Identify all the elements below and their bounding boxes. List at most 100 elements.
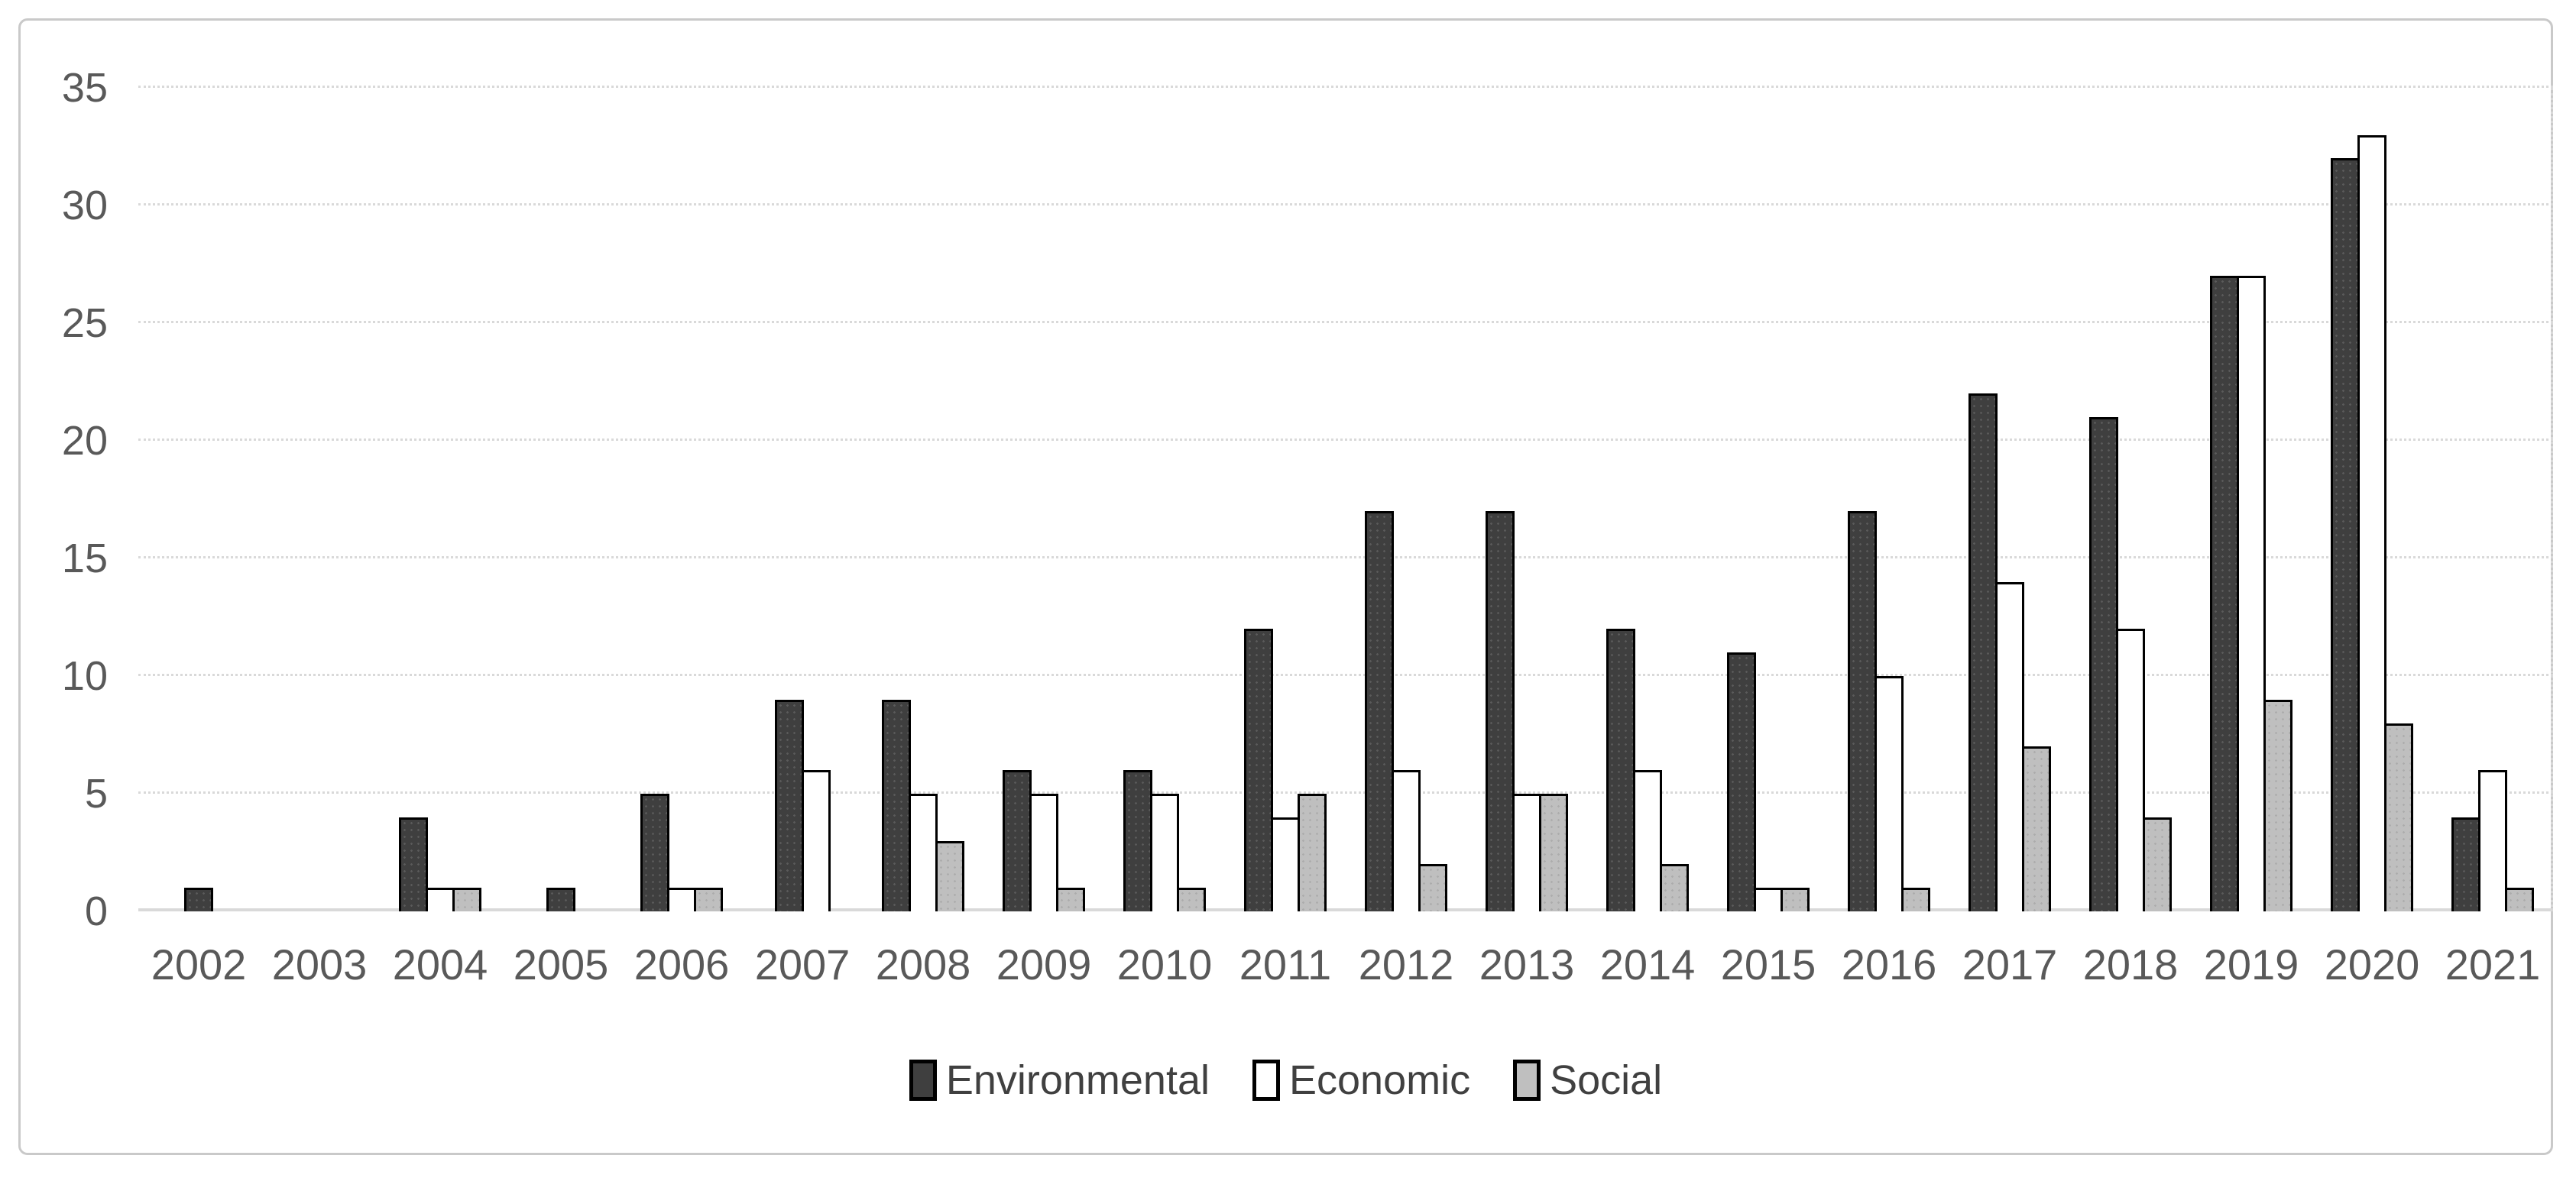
bar-group-2011 <box>1225 629 1346 911</box>
gridline-25 <box>138 321 2553 323</box>
bar-social-2016 <box>1901 888 1930 911</box>
legend-swatch-social-icon <box>1513 1060 1541 1101</box>
legend-swatch-environmental-icon <box>909 1060 937 1101</box>
bar-economic-2021 <box>2478 770 2507 911</box>
bar-environmental-2004 <box>399 817 428 911</box>
x-label-2015: 2015 <box>1720 940 1816 989</box>
bar-environmental-2017 <box>1968 393 1998 911</box>
bar-social-2006 <box>694 888 723 911</box>
bar-environmental-2016 <box>1848 511 1877 911</box>
bar-group-2013 <box>1466 511 1587 911</box>
bar-environmental-2013 <box>1486 511 1515 911</box>
bar-economic-2004 <box>426 888 455 911</box>
bar-social-2015 <box>1781 888 1810 911</box>
bar-environmental-2015 <box>1727 652 1756 911</box>
bar-environmental-2008 <box>882 699 911 911</box>
bar-social-2018 <box>2143 817 2172 911</box>
bar-group-2010 <box>1104 770 1225 911</box>
y-tick-label-20: 20 <box>61 418 108 464</box>
bar-environmental-2011 <box>1244 629 1273 911</box>
bar-social-2013 <box>1539 794 1568 911</box>
bar-economic-2011 <box>1271 817 1300 911</box>
bar-economic-2019 <box>2237 276 2266 911</box>
bar-economic-2020 <box>2357 134 2386 911</box>
bar-economic-2018 <box>2116 629 2145 911</box>
bar-group-2021 <box>2432 770 2553 911</box>
bar-environmental-2014 <box>1606 629 1635 911</box>
gridline-10 <box>138 674 2553 676</box>
bar-economic-2016 <box>1874 676 1904 911</box>
x-label-2012: 2012 <box>1358 940 1454 989</box>
bar-economic-2014 <box>1633 770 1662 911</box>
bar-group-2004 <box>380 817 501 911</box>
bar-social-2020 <box>2384 723 2413 911</box>
bar-social-2021 <box>2505 888 2534 911</box>
bar-economic-2017 <box>1995 581 2024 911</box>
x-label-2018: 2018 <box>2082 940 2179 989</box>
legend-label-social: Social <box>1550 1057 1663 1103</box>
bar-group-2016 <box>1829 511 1949 911</box>
gridline-5 <box>138 791 2553 794</box>
x-label-2019: 2019 <box>2203 940 2299 989</box>
bar-social-2019 <box>2263 699 2292 911</box>
bar-social-2009 <box>1056 888 1085 911</box>
chart-frame: 0 5 10 15 20 25 30 35 2002 2003 2004 2005 2006 2007 20… <box>18 18 2553 1155</box>
x-label-2008: 2008 <box>875 940 971 989</box>
y-tick-label-10: 10 <box>61 653 108 699</box>
bar-group-2017 <box>1949 393 2070 911</box>
legend-swatch-economic-icon <box>1252 1060 1280 1101</box>
bar-environmental-2007 <box>774 699 804 911</box>
bar-social-2014 <box>1660 864 1689 911</box>
bar-environmental-2002 <box>184 888 213 911</box>
x-label-2003: 2003 <box>271 940 368 989</box>
legend-item-environmental: Environmental <box>909 1060 1210 1101</box>
bar-environmental-2019 <box>2210 276 2239 911</box>
x-label-2006: 2006 <box>633 940 730 989</box>
gridline-0 <box>138 908 2553 911</box>
bar-economic-2015 <box>1754 888 1783 911</box>
bar-environmental-2005 <box>546 888 575 911</box>
x-label-2021: 2021 <box>2445 940 2541 989</box>
bar-group-2009 <box>983 770 1104 911</box>
bar-social-2011 <box>1298 794 1327 911</box>
bar-environmental-2021 <box>2451 817 2480 911</box>
x-label-2007: 2007 <box>754 940 851 989</box>
x-label-2010: 2010 <box>1116 940 1213 989</box>
bar-group-2002 <box>138 888 259 911</box>
bar-group-2006 <box>621 794 742 911</box>
bar-group-2007 <box>742 699 863 911</box>
bar-group-2019 <box>2191 276 2312 911</box>
x-label-2009: 2009 <box>996 940 1092 989</box>
bar-environmental-2012 <box>1365 511 1394 911</box>
gridline-20 <box>138 439 2553 441</box>
x-label-2016: 2016 <box>1841 940 1937 989</box>
bar-economic-2008 <box>909 794 938 911</box>
bar-group-2018 <box>2070 417 2191 911</box>
x-label-2004: 2004 <box>392 940 488 989</box>
bar-group-2020 <box>2312 134 2432 911</box>
y-tick-label-35: 35 <box>61 65 108 111</box>
bar-group-2005 <box>501 888 621 911</box>
legend-label-environmental: Environmental <box>945 1057 1210 1103</box>
y-tick-label-30: 30 <box>61 183 108 228</box>
x-label-2020: 2020 <box>2324 940 2420 989</box>
x-label-2005: 2005 <box>513 940 609 989</box>
bar-social-2012 <box>1418 864 1447 911</box>
legend-item-economic: Economic <box>1252 1060 1470 1101</box>
bar-group-2008 <box>863 699 983 911</box>
bar-economic-2009 <box>1029 794 1058 911</box>
x-label-2011: 2011 <box>1239 940 1332 989</box>
bar-social-2017 <box>2022 746 2051 911</box>
y-tick-label-0: 0 <box>84 888 108 934</box>
bar-social-2004 <box>452 888 481 911</box>
bar-group-2012 <box>1346 511 1466 911</box>
bar-environmental-2009 <box>1003 770 1032 911</box>
bar-economic-2012 <box>1392 770 1421 911</box>
gridline-30 <box>138 203 2553 206</box>
x-label-2013: 2013 <box>1479 940 1575 989</box>
legend: Environmental Economic Social <box>21 1060 2551 1101</box>
bar-environmental-2006 <box>640 794 669 911</box>
bar-environmental-2020 <box>2331 158 2360 911</box>
x-label-2017: 2017 <box>1962 940 2058 989</box>
plot-right-edge-line <box>2551 88 2553 911</box>
